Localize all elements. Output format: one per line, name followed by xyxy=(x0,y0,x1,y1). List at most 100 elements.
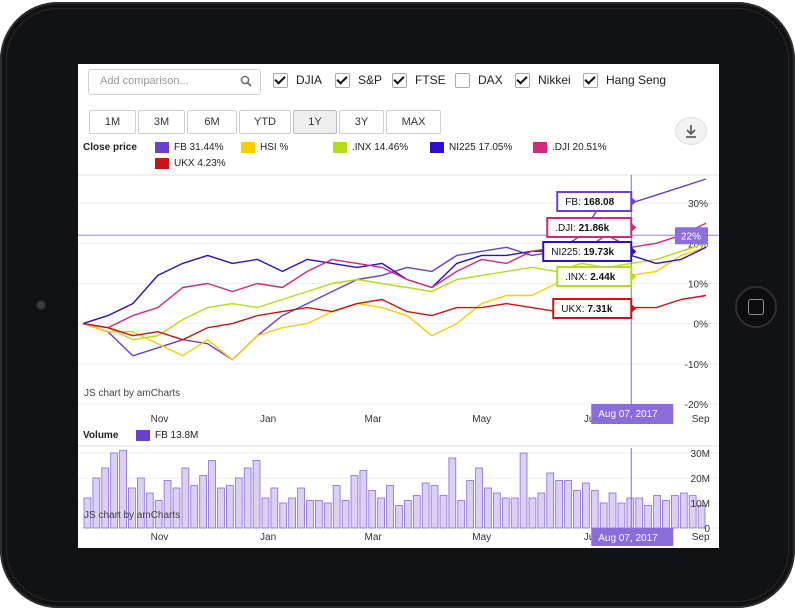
balloon-prefix-ni225: NI225: xyxy=(551,247,583,258)
range-ytd-button[interactable]: YTD xyxy=(239,110,291,134)
volume-bar-16 xyxy=(225,485,234,529)
price-y-tick-10: -10% xyxy=(685,360,708,371)
balloon-pointer-dji xyxy=(631,223,637,232)
balloon-pointer-fb xyxy=(631,197,637,206)
balloon-value-inx: 2.44k xyxy=(590,272,615,283)
close-price-chart[interactable]: 30% 20% 10% 0% -10% -20% Nov Jan Mar May Jul Sep 2… xyxy=(78,172,719,428)
volume-bar-8 xyxy=(154,500,163,529)
chart-credit[interactable]: JS chart by amCharts xyxy=(84,388,180,399)
volume-bar-2 xyxy=(101,467,110,529)
compare-sp[interactable]: S&P xyxy=(335,71,382,89)
volume-bar-23 xyxy=(288,497,296,529)
balloon-value-fb: 168.08 xyxy=(584,197,615,208)
volume-cursor-date-tag: Aug 07, 2017 xyxy=(591,528,674,546)
volume-legend-item[interactable]: FB 13.8M xyxy=(136,430,198,441)
checkbox-hang-seng[interactable] xyxy=(583,72,598,88)
legend-label-ukx: UKX 4.23% xyxy=(174,158,226,169)
balloon-text-fb: FB: 168.08 xyxy=(565,197,614,208)
legend-item-hsi[interactable]: HSI % xyxy=(241,142,288,153)
compare-ftse-label: FTSE xyxy=(415,73,446,87)
volume-bar-7 xyxy=(145,492,154,529)
volume-x-tick-nov: Nov xyxy=(151,532,169,543)
volume-y-tick-30m: 30M xyxy=(691,449,710,460)
volume-bar-50 xyxy=(528,497,537,529)
checkbox-nikkei[interactable] xyxy=(515,72,530,88)
volume-bar-38 xyxy=(421,482,430,529)
price-y-tick-0: 0% xyxy=(694,320,709,331)
volume-bar-12 xyxy=(190,485,199,529)
price-x-axis: Nov Jan Mar May Jul Sep xyxy=(151,414,710,425)
volume-bar-56 xyxy=(581,482,590,529)
volume-bar-44 xyxy=(475,467,483,529)
range-max-button[interactable]: MAX xyxy=(386,110,441,134)
legend-item-fb[interactable]: FB 31.44% xyxy=(155,142,223,153)
value-balloons: FB: 168.08 .DJI: 21.86k NI225: 19.73k .INX:… xyxy=(542,191,637,319)
volume-title: Volume xyxy=(83,430,119,441)
cursor-date-tag: Aug 07, 2017 xyxy=(591,404,674,424)
volume-bar-34 xyxy=(386,485,394,529)
price-x-tick-may: May xyxy=(472,414,491,425)
checkbox-ftse[interactable] xyxy=(392,72,407,88)
volume-bar-26 xyxy=(314,500,323,529)
volume-bar-49 xyxy=(519,452,528,529)
download-button[interactable] xyxy=(675,117,707,145)
range-3y-button[interactable]: 3Y xyxy=(339,110,384,134)
compare-ftse[interactable]: FTSE xyxy=(392,71,446,89)
volume-credit[interactable]: JS chart by amCharts xyxy=(84,510,180,521)
volume-bar-41 xyxy=(448,457,457,529)
legend-swatch-inx xyxy=(333,142,347,153)
volume-x-tick-jan: Jan xyxy=(260,532,276,543)
volume-bar-28 xyxy=(332,485,341,529)
balloon-prefix-ukx: UKX: xyxy=(561,304,587,315)
compare-djia-label: DJIA xyxy=(296,73,323,87)
volume-bar-60 xyxy=(617,502,626,529)
checkbox-djia[interactable] xyxy=(273,72,288,88)
volume-bar-6 xyxy=(137,477,145,529)
volume-bar-61 xyxy=(626,497,635,529)
legend-item-ni225[interactable]: NI225 17.05% xyxy=(430,142,512,153)
legend-swatch-fb xyxy=(155,142,169,153)
range-1m-button[interactable]: 1M xyxy=(89,110,136,134)
volume-cursor-date-text: Aug 07, 2017 xyxy=(598,533,658,544)
volume-bar-59 xyxy=(608,492,617,529)
checkbox-dax[interactable] xyxy=(455,72,470,88)
volume-y-tick-0: 0 xyxy=(704,524,710,535)
volume-bar-64 xyxy=(653,495,661,529)
cursor-date-box xyxy=(591,404,674,424)
balloon-pointer-ni225 xyxy=(631,247,637,256)
compare-dax[interactable]: DAX xyxy=(455,71,503,89)
legend-item-dji[interactable]: .DJI 20.51% xyxy=(533,142,606,153)
add-comparison-input[interactable]: Add comparison... xyxy=(88,69,261,95)
compare-hang-seng-label: Hang Seng xyxy=(606,73,667,87)
volume-bar-22 xyxy=(279,502,288,529)
volume-x-tick-jul: Jul xyxy=(584,532,597,543)
compare-hang-seng[interactable]: Hang Seng xyxy=(583,71,666,89)
price-y-axis: 30% 20% 10% 0% -10% -20% xyxy=(685,199,708,411)
volume-chart[interactable]: 30M 20M 10M 0 Nov Jan Mar May Jul Sep JS chart b… xyxy=(78,442,719,548)
price-y-tick-10: 10% xyxy=(688,279,708,290)
price-x-tick-sep: Sep xyxy=(692,414,710,425)
legend-item-inx[interactable]: .INX 14.46% xyxy=(333,142,408,153)
range-3m-button[interactable]: 3M xyxy=(138,110,185,134)
volume-y-tick-20m: 20M xyxy=(691,474,710,485)
volume-bar-13 xyxy=(199,475,207,529)
range-1y-button[interactable]: 1Y xyxy=(293,110,337,134)
compare-djia[interactable]: DJIA xyxy=(273,71,322,89)
home-button[interactable] xyxy=(735,286,777,328)
range-6m-button[interactable]: 6M xyxy=(187,110,237,134)
checkbox-sp[interactable] xyxy=(335,72,350,88)
volume-cursor-date-box xyxy=(591,528,674,546)
tablet-rim xyxy=(6,8,789,602)
volume-x-tick-mar: Mar xyxy=(365,532,383,543)
compare-nikkei[interactable]: Nikkei xyxy=(515,71,571,89)
volume-bars xyxy=(83,450,706,529)
volume-bar-4 xyxy=(119,450,127,529)
volume-bar-3 xyxy=(110,452,119,529)
volume-bar-51 xyxy=(537,492,546,529)
legend-item-ukx[interactable]: UKX 4.23% xyxy=(155,158,226,169)
balloon-ukx: UKX: 7.31k xyxy=(552,298,637,319)
volume-bar-39 xyxy=(430,485,439,529)
volume-bar-35 xyxy=(395,505,403,529)
balloon-value-dji: 21.86k xyxy=(579,223,610,234)
